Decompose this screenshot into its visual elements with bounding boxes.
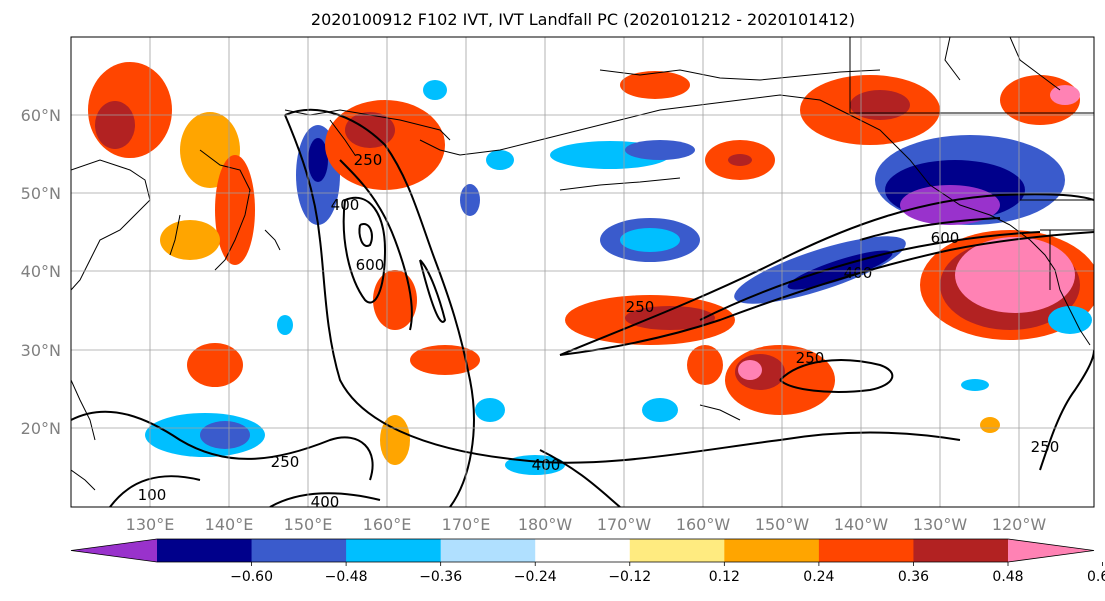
colorbar-segment	[1008, 539, 1094, 562]
contour-label: 400	[532, 456, 561, 474]
latitude-labels: 60°N 50°N 40°N 30°N 20°N	[21, 106, 61, 438]
colorbar-segment	[724, 539, 820, 562]
contour-label: 100	[138, 486, 167, 504]
contour-label: 250	[796, 349, 825, 367]
contour-label: 250	[271, 453, 300, 471]
colorbar-segment	[71, 539, 157, 562]
colorbar-tick-label: −0.24	[514, 569, 557, 585]
colorbar-tick-label: 0.24	[803, 569, 834, 585]
lon-tick-label: 180°W	[518, 515, 573, 534]
colorbar-tick-label: −0.60	[230, 569, 273, 585]
colorbar-segment	[346, 539, 442, 562]
lon-tick-label: 170°E	[442, 515, 491, 534]
colorbar-segment	[913, 539, 1009, 562]
contour-label: 400	[311, 493, 340, 511]
colorbar-segment	[440, 539, 536, 562]
lon-tick-label: 160°E	[363, 515, 412, 534]
lon-tick-label: 130°W	[913, 515, 968, 534]
lat-tick-label: 50°N	[21, 184, 61, 203]
plot-title: 2020100912 F102 IVT, IVT Landfall PC (20…	[311, 10, 855, 29]
map-panel: 250 400 600 250 600 400 250 400 250 400 …	[21, 36, 1095, 534]
colorbar-tick-label: 0.60	[1087, 569, 1105, 585]
colorbar-segment	[629, 539, 725, 562]
lat-tick-label: 40°N	[21, 262, 61, 281]
lon-tick-label: 170°W	[597, 515, 652, 534]
lat-tick-label: 30°N	[21, 341, 61, 360]
lat-tick-label: 20°N	[21, 419, 61, 438]
colorbar-tick-label: 0.36	[898, 569, 929, 585]
lon-tick-label: 120°W	[992, 515, 1047, 534]
colorbar-tick-label: 0.48	[992, 569, 1023, 585]
colorbar: −0.60 −0.48 −0.36 −0.24 −0.12 0.12 0.24 0.36 0.4…	[70, 538, 1105, 585]
colorbar-tick-label: −0.12	[608, 569, 651, 585]
colorbar-segment	[251, 539, 347, 562]
colorbar-segment	[535, 539, 631, 562]
colorbar-tick-label: 0.12	[709, 569, 740, 585]
coastlines	[71, 37, 1094, 491]
colorbar-segment	[157, 539, 253, 562]
colorbar-segment	[818, 539, 914, 562]
lon-tick-label: 130°E	[126, 515, 175, 534]
contour-label: 400	[331, 196, 360, 214]
map-frame	[70, 36, 1095, 508]
ivt-shading	[88, 62, 1094, 475]
contour-label: 400	[844, 264, 873, 282]
gridlines	[71, 37, 1094, 507]
colorbar-tick-label: −0.36	[419, 569, 462, 585]
lon-tick-label: 150°E	[284, 515, 333, 534]
contour-labels: 250 400 600 250 600 400 250 400 250 400 …	[138, 151, 1060, 511]
contour-label: 250	[626, 298, 655, 316]
longitude-labels: 130°E 140°E 150°E 160°E 170°E 180°W 170°…	[126, 515, 1047, 534]
lon-tick-label: 140°E	[205, 515, 254, 534]
contour-label: 250	[1031, 438, 1060, 456]
colorbar-tick-label: −0.48	[325, 569, 368, 585]
lon-tick-label: 140°W	[834, 515, 889, 534]
contour-label: 250	[354, 151, 383, 169]
lon-tick-label: 150°W	[755, 515, 810, 534]
colorbar-outline	[70, 538, 1095, 563]
contour-label: 600	[356, 256, 385, 274]
contour-label: 600	[931, 229, 960, 247]
lat-tick-label: 60°N	[21, 106, 61, 125]
lon-tick-label: 160°W	[676, 515, 731, 534]
